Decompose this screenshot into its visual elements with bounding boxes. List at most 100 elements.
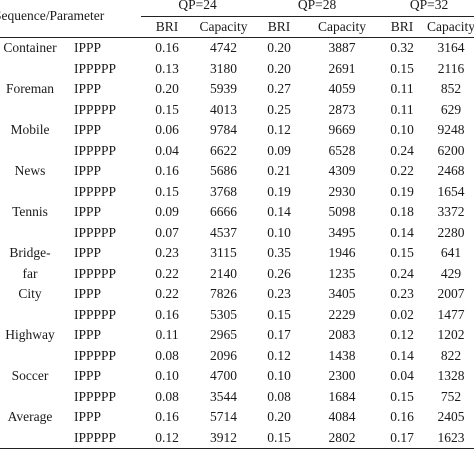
subcolumn-header: Capacity — [193, 16, 255, 38]
capacity-cell: 852 — [440, 81, 462, 96]
bri-cell: 0.11 — [390, 81, 414, 96]
gop-pattern-cell: IPPP — [74, 204, 102, 219]
capacity-cell: 1235 — [328, 265, 356, 281]
gop-pattern-cell: IPPPPP — [74, 265, 117, 281]
table-row: Highway IPPP 0.11 2965 0.17 2083 0.12 1202 — [0, 325, 474, 346]
capacity-cell: 4084 — [328, 409, 356, 424]
gop-pattern-cell: IPPPPP — [74, 347, 117, 363]
group-header-qp28: QP=28 — [254, 0, 381, 17]
gop-pattern-cell: IPPPPP — [74, 388, 117, 404]
table-row: IPPPPP 0.15 4013 0.25 2873 0.11 629 — [0, 100, 474, 121]
sequence-cell — [0, 305, 66, 326]
capacity-cell: 1477 — [437, 306, 465, 322]
bri-cell: 0.11 — [390, 101, 414, 117]
bri-cell: 0.35 — [267, 245, 291, 260]
sequence-cell: News — [14, 163, 46, 178]
gop-pattern-cell: IPPPPP — [74, 142, 117, 158]
capacity-cell: 7826 — [210, 286, 238, 301]
capacity-cell: 4537 — [210, 224, 238, 240]
table-row: IPPPPP 0.08 2096 0.12 1438 0.14 822 — [0, 346, 474, 367]
bri-cell: 0.15 — [267, 306, 291, 322]
sequence-cell — [0, 100, 66, 121]
capacity-cell: 6666 — [210, 204, 238, 219]
bri-cell: 0.26 — [267, 265, 291, 281]
group-header-qp24: QP=24 — [141, 0, 255, 17]
bri-cell: 0.16 — [155, 306, 179, 322]
bri-cell: 0.14 — [267, 204, 291, 219]
table-row: News IPPP 0.16 5686 0.21 4309 0.22 2468 — [0, 161, 474, 182]
capacity-cell: 3372 — [437, 204, 465, 219]
capacity-cell: 3912 — [193, 427, 255, 449]
gop-pattern-cell: IPPP — [74, 327, 102, 342]
bri-cell: 0.22 — [390, 163, 414, 178]
capacity-cell: 2930 — [328, 183, 356, 199]
sequence-cell — [0, 427, 66, 449]
bri-cell: 0.10 — [267, 368, 291, 383]
header-row-groups: Sequence/Parameter QP=24 QP=28 QP=32 — [0, 0, 474, 38]
table-row: City IPPP 0.22 7826 0.23 3405 0.23 2007 — [0, 284, 474, 305]
bri-cell: 0.06 — [155, 122, 179, 137]
capacity-cell: 2691 — [328, 60, 356, 76]
capacity-cell: 3887 — [328, 40, 356, 55]
table-row: IPPPPP 0.04 6622 0.09 6528 0.24 6200 — [0, 141, 474, 162]
sequence-cell: Bridge- — [9, 245, 51, 260]
capacity-cell: 5939 — [210, 81, 238, 96]
bri-cell: 0.23 — [155, 245, 179, 260]
capacity-cell: 2965 — [210, 327, 238, 342]
capacity-cell: 629 — [440, 101, 462, 117]
capacity-cell: 641 — [440, 245, 462, 260]
bri-cell: 0.16 — [390, 409, 414, 424]
header-row-subcolumns: BRI Capacity BRI Capacity BRI Capacity — [0, 16, 474, 38]
sequence-cell — [0, 141, 66, 162]
gop-pattern-cell: IPPPPP — [74, 60, 117, 76]
table-row: Mobile IPPP 0.06 9784 0.12 9669 0.10 9248 — [0, 120, 474, 141]
capacity-cell: 2280 — [437, 224, 465, 240]
capacity-cell: 9248 — [437, 122, 465, 137]
sequence-cell: Foreman — [6, 81, 54, 96]
subcolumn-header: Capacity — [304, 16, 381, 38]
bri-cell: 0.16 — [155, 409, 179, 424]
sequence-cell: Highway — [5, 327, 55, 342]
bri-cell: 0.15 — [155, 101, 179, 117]
capacity-cell: 3180 — [210, 60, 238, 76]
table-row: IPPPPP 0.12 3912 0.15 2802 0.17 1623 — [0, 427, 474, 449]
capacity-cell: 2116 — [437, 60, 465, 76]
bri-cell: 0.27 — [267, 81, 291, 96]
sequence-cell: City — [18, 286, 42, 301]
bri-cell: 0.12 — [390, 327, 414, 342]
gop-pattern-cell: IPPPPP — [66, 427, 142, 449]
sequence-cell: Tennis — [12, 204, 48, 219]
capacity-cell: 5686 — [210, 163, 238, 178]
corner-header: Sequence/Parameter — [0, 0, 142, 38]
table-row: IPPPPP 0.13 3180 0.20 2691 0.15 2116 — [0, 59, 474, 80]
bri-cell: 0.16 — [155, 40, 179, 55]
bri-cell: 0.10 — [155, 368, 179, 383]
capacity-cell: 6528 — [328, 142, 356, 158]
bri-cell: 0.15 — [390, 60, 414, 76]
bri-cell: 0.17 — [267, 327, 291, 342]
capacity-cell: 1946 — [328, 245, 356, 260]
capacity-cell: 4013 — [210, 101, 238, 117]
bri-cell: 0.12 — [267, 347, 291, 363]
bri-cell: 0.25 — [267, 101, 291, 117]
capacity-cell: 5305 — [210, 306, 238, 322]
sequence-cell: Soccer — [11, 368, 49, 383]
gop-pattern-cell: IPPPPP — [74, 306, 117, 322]
capacity-cell: 429 — [440, 265, 462, 281]
bri-cell: 0.17 — [380, 427, 425, 449]
capacity-cell: 1328 — [437, 368, 465, 383]
capacity-cell: 1438 — [328, 347, 356, 363]
capacity-cell: 3768 — [210, 183, 238, 199]
capacity-cell: 2873 — [328, 101, 356, 117]
capacity-cell: 5098 — [328, 204, 356, 219]
capacity-cell: 3495 — [328, 224, 356, 240]
table-row: IPPPPP 0.16 5305 0.15 2229 0.02 1477 — [0, 305, 474, 326]
gop-pattern-cell: IPPP — [74, 163, 102, 178]
capacity-cell: 9669 — [328, 122, 356, 137]
gop-pattern-cell: IPPP — [74, 122, 102, 137]
bri-cell: 0.08 — [155, 347, 179, 363]
capacity-cell: 4742 — [210, 40, 238, 55]
gop-pattern-cell: IPPP — [74, 286, 102, 301]
bri-cell: 0.22 — [155, 265, 179, 281]
bri-cell: 0.04 — [155, 142, 179, 158]
